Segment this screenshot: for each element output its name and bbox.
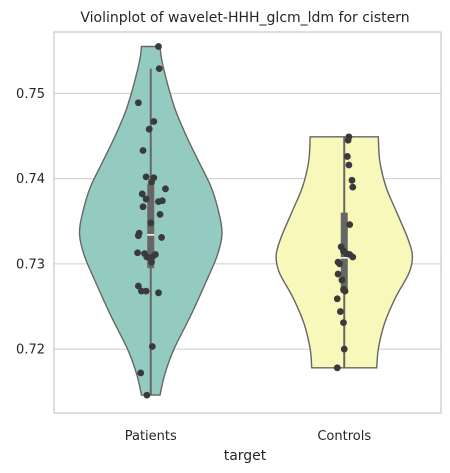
data-point xyxy=(155,43,162,50)
data-point xyxy=(336,308,344,315)
data-point xyxy=(139,147,147,154)
y-tick-label: 0.72 xyxy=(16,343,45,358)
data-point xyxy=(155,198,162,206)
data-point xyxy=(344,136,352,144)
data-point xyxy=(333,295,341,303)
data-point xyxy=(137,369,145,377)
data-point xyxy=(139,203,147,211)
data-point xyxy=(138,190,146,198)
data-point xyxy=(148,343,156,350)
x-tick-label: Controls xyxy=(317,429,371,444)
data-point xyxy=(134,282,142,290)
y-tick-label: 0.73 xyxy=(16,257,45,272)
data-point xyxy=(155,65,163,73)
data-point xyxy=(338,276,346,284)
data-point xyxy=(156,211,164,218)
data-point xyxy=(148,258,155,266)
plot-frame xyxy=(53,31,442,414)
data-point xyxy=(155,289,162,297)
data-point xyxy=(346,221,354,229)
data-point xyxy=(162,185,169,193)
data-point xyxy=(349,253,357,261)
data-point xyxy=(340,319,347,327)
data-point xyxy=(343,153,351,160)
data-point xyxy=(333,364,341,372)
data-point xyxy=(336,260,344,268)
data-point xyxy=(334,270,342,278)
y-tick-label: 0.75 xyxy=(16,87,45,102)
y-tick-labels: 0.72 0.73 0.74 0.75 xyxy=(16,87,45,358)
x-tick-labels: Patients Controls xyxy=(125,429,372,444)
data-point xyxy=(147,219,155,227)
y-tick-label: 0.74 xyxy=(16,172,45,187)
data-point xyxy=(134,99,142,107)
data-point xyxy=(142,173,150,181)
data-point xyxy=(148,178,155,186)
data-point xyxy=(349,183,357,191)
data-point xyxy=(134,249,141,257)
data-point xyxy=(341,287,349,295)
violins xyxy=(78,45,414,396)
data-point xyxy=(340,345,348,353)
x-tick-label: Patients xyxy=(125,429,177,444)
data-point xyxy=(134,232,142,240)
chart-title: Violinplot of wavelet-HHH_glcm_ldm for c… xyxy=(80,10,409,26)
data-point xyxy=(145,125,153,133)
data-point xyxy=(143,391,151,399)
data-point xyxy=(142,287,150,295)
data-point xyxy=(345,161,353,169)
data-point xyxy=(158,234,165,241)
x-axis-label: target xyxy=(224,448,267,464)
strip-points xyxy=(134,43,357,399)
data-point xyxy=(150,118,158,125)
data-point xyxy=(142,195,150,203)
data-point xyxy=(348,176,356,184)
